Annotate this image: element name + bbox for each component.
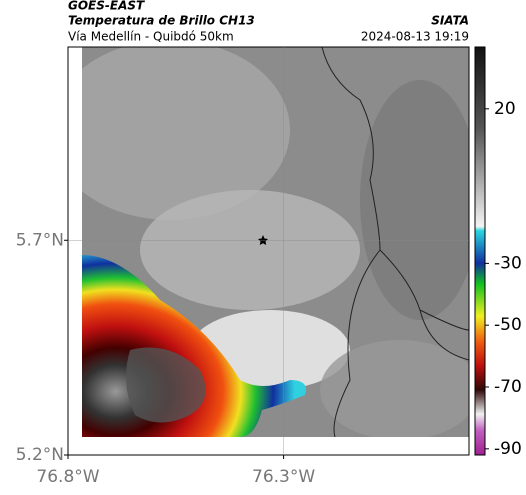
imagery (82, 47, 469, 437)
x-tick-label: 76.8°W (36, 467, 99, 487)
timestamp: 2024-08-13 19:19 (361, 30, 469, 44)
colorbar-tick-label: -30 (494, 253, 522, 273)
subtitle: Vía Medellín - Quibdó 50km (68, 30, 234, 44)
map-frame (67, 46, 470, 456)
satellite: GOES-EAST (68, 0, 145, 13)
colorbar-tick-label: -70 (494, 377, 522, 397)
colorbar-tick-label: -90 (494, 439, 522, 459)
source: SIATA (431, 14, 469, 28)
colorbar (474, 46, 486, 456)
colorbar-tick-label: 20 (494, 99, 516, 119)
colorbar-tick-label: -50 (494, 315, 522, 335)
x-tick-label: 76.3°W (252, 467, 315, 487)
y-tick-label: 5.7°N (16, 230, 64, 250)
y-tick-label: 5.2°N (16, 445, 64, 465)
product: Temperatura de Brillo CH13 (68, 14, 255, 28)
